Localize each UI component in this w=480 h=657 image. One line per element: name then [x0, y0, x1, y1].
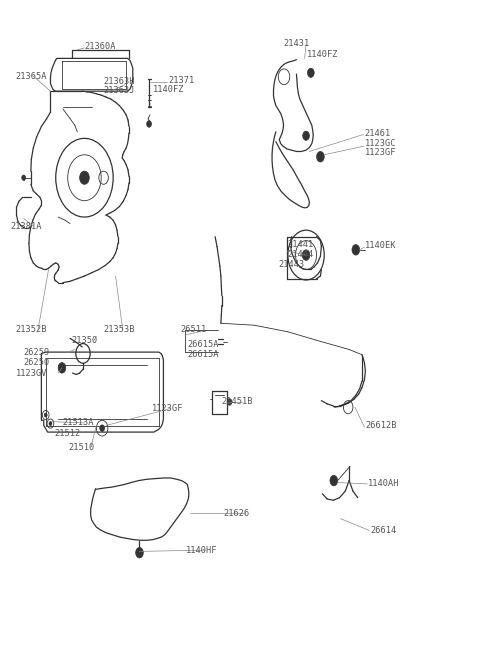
Text: 21626: 21626 — [223, 509, 250, 518]
Text: 26511: 26511 — [180, 325, 206, 334]
Text: 26615A: 26615A — [187, 350, 219, 359]
Circle shape — [302, 250, 310, 260]
Text: 21510: 21510 — [69, 443, 95, 452]
Text: 21371: 21371 — [168, 76, 194, 85]
Text: 21365A: 21365A — [15, 72, 47, 81]
Text: 21512: 21512 — [54, 429, 81, 438]
Circle shape — [49, 422, 52, 426]
Circle shape — [44, 413, 47, 417]
Text: 21444: 21444 — [287, 250, 313, 259]
Circle shape — [317, 152, 324, 162]
Text: 1140FZ: 1140FZ — [153, 85, 184, 94]
Circle shape — [22, 175, 25, 180]
Text: 26259: 26259 — [24, 348, 50, 357]
Circle shape — [227, 399, 232, 405]
Text: 21513A: 21513A — [62, 419, 94, 428]
Text: 21441: 21441 — [287, 240, 313, 249]
Text: 21363H: 21363H — [104, 78, 135, 87]
Text: 21363J: 21363J — [104, 86, 135, 95]
Text: 1140AH: 1140AH — [368, 480, 400, 488]
Circle shape — [330, 476, 337, 486]
Circle shape — [352, 244, 360, 255]
Text: 26250: 26250 — [24, 358, 50, 367]
Circle shape — [147, 121, 152, 127]
Text: 26614: 26614 — [370, 526, 396, 535]
Circle shape — [80, 171, 89, 184]
Text: 1140EK: 1140EK — [365, 241, 397, 250]
Text: 21443: 21443 — [278, 260, 304, 269]
Text: 21360A: 21360A — [84, 42, 116, 51]
Text: 1123GF: 1123GF — [364, 148, 396, 157]
Circle shape — [100, 425, 105, 432]
Circle shape — [308, 68, 314, 78]
Circle shape — [303, 131, 310, 141]
Text: 21451B: 21451B — [222, 397, 253, 407]
Text: 26615A: 26615A — [187, 340, 219, 349]
Text: 1140HF: 1140HF — [186, 545, 218, 555]
Text: 21431: 21431 — [283, 39, 309, 48]
Text: 21350: 21350 — [72, 336, 98, 345]
Text: 1123GV: 1123GV — [16, 369, 48, 378]
Text: 1123GF: 1123GF — [152, 404, 183, 413]
Circle shape — [136, 547, 144, 558]
Circle shape — [58, 363, 66, 373]
Text: 21353B: 21353B — [104, 325, 135, 334]
Text: 21352B: 21352B — [15, 325, 47, 334]
Text: 26612B: 26612B — [365, 421, 397, 430]
Text: 21461: 21461 — [364, 129, 391, 137]
Text: 1123GC: 1123GC — [364, 139, 396, 148]
Text: 1140FZ: 1140FZ — [307, 50, 338, 59]
Text: 21381A: 21381A — [10, 222, 42, 231]
